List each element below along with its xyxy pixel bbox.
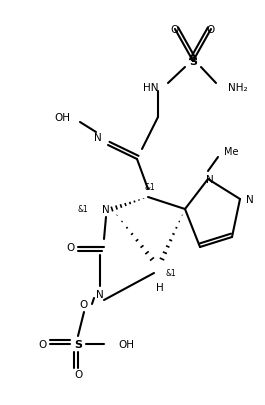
Text: O: O [74,369,82,379]
Text: OH: OH [54,113,70,123]
Text: O: O [80,299,88,309]
Text: OH: OH [118,339,134,349]
Text: N: N [102,205,110,215]
Text: NH₂: NH₂ [228,83,248,93]
Text: H: H [156,282,164,292]
Text: &1: &1 [166,268,177,277]
Text: O: O [38,339,46,349]
Text: HN: HN [143,83,158,93]
Text: S: S [74,339,82,349]
Text: O: O [207,25,215,35]
Text: O: O [171,25,179,35]
Text: Me: Me [224,147,238,157]
Text: N: N [206,175,214,185]
Text: &1: &1 [77,205,88,214]
Text: S: S [189,57,197,67]
Text: N: N [246,194,254,205]
Text: O: O [66,243,74,252]
Text: N: N [96,289,104,299]
Text: &1: &1 [145,183,155,192]
Text: N: N [94,133,102,143]
